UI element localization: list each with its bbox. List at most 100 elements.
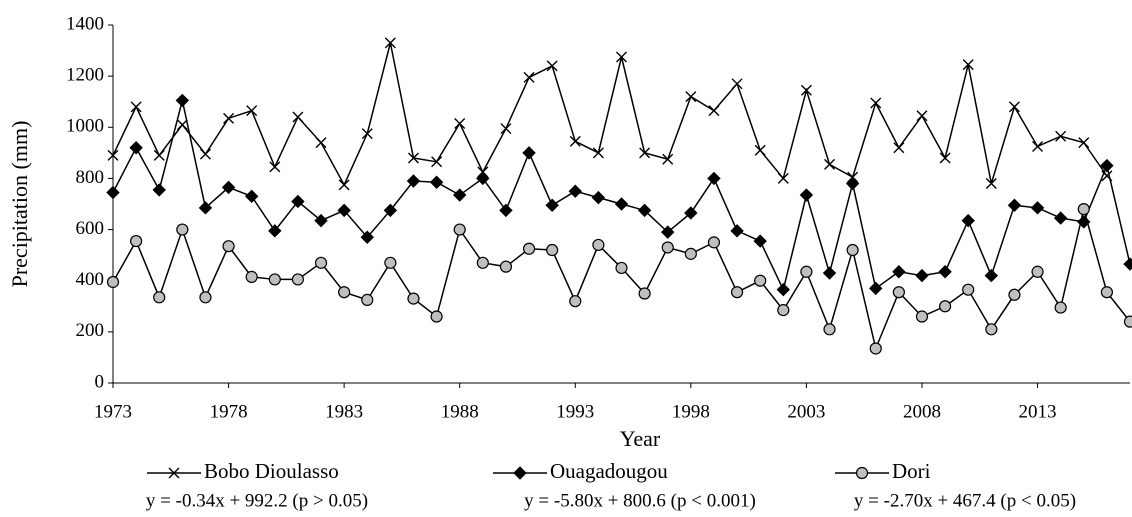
legend-name: Ouagadougou: [550, 459, 668, 483]
data-point: [107, 149, 119, 161]
data-point: [637, 203, 652, 218]
data-point: [360, 230, 374, 244]
data-point: [1055, 130, 1067, 142]
data-point: [822, 266, 837, 280]
legend-marker: [168, 467, 180, 479]
data-point: [269, 161, 281, 173]
trend-equation: y = -5.80x + 800.6 (p < 0.001): [524, 490, 756, 511]
data-point: [1123, 257, 1132, 271]
data-point: [338, 286, 351, 299]
y-tick-label: 600: [76, 218, 105, 239]
data-point: [1078, 137, 1090, 149]
y-tick-label: 1400: [66, 13, 104, 34]
data-point: [915, 268, 929, 283]
data-point: [938, 300, 952, 313]
data-point: [591, 190, 606, 205]
data-point: [1053, 211, 1068, 225]
data-point: [153, 291, 166, 304]
data-point: [130, 101, 142, 113]
y-tick-label: 400: [76, 269, 105, 290]
data-point: [129, 141, 143, 155]
data-point: [1123, 315, 1132, 328]
data-point: [1030, 201, 1045, 215]
data-point: [639, 147, 651, 159]
data-point: [383, 203, 398, 218]
data-point: [268, 273, 281, 286]
data-point: [452, 188, 467, 202]
data-point: [616, 51, 627, 63]
data-point: [384, 256, 397, 269]
data-point: [915, 310, 929, 323]
data-point: [1031, 265, 1044, 278]
data-point: [476, 171, 490, 186]
data-point: [176, 223, 189, 236]
data-point: [730, 286, 744, 299]
legend-name: Dori: [892, 459, 931, 483]
data-point: [523, 71, 535, 83]
data-point: [407, 152, 419, 164]
data-point: [614, 197, 629, 211]
data-point: [545, 198, 559, 212]
data-point: [522, 242, 536, 255]
data-point: [430, 310, 443, 323]
data-point: [961, 213, 975, 228]
data-point: [314, 213, 328, 228]
data-point: [499, 260, 513, 273]
data-point: [892, 265, 906, 279]
data-point: [499, 203, 513, 218]
data-point: [476, 256, 489, 269]
data-point: [1100, 158, 1114, 173]
data-point: [175, 93, 190, 108]
data-point: [985, 178, 997, 190]
x-tick-label: 2013: [1019, 401, 1057, 422]
data-point: [916, 110, 928, 122]
data-point: [893, 142, 905, 154]
data-point: [1032, 140, 1044, 152]
data-point: [407, 292, 420, 305]
data-point: [707, 171, 721, 186]
data-point: [244, 189, 259, 204]
data-point: [662, 153, 674, 165]
data-point: [198, 201, 213, 215]
data-point: [406, 174, 421, 188]
data-point: [753, 234, 767, 248]
data-point: [661, 225, 675, 239]
data-point: [754, 144, 766, 156]
data-point: [869, 342, 882, 355]
y-tick-label: 800: [76, 167, 105, 188]
data-point: [985, 323, 998, 336]
data-point: [846, 243, 859, 257]
data-point: [292, 111, 304, 123]
data-point: [730, 224, 744, 238]
series-line: [112, 208, 1131, 351]
x-tick-label: 1973: [94, 401, 132, 422]
data-point: [338, 179, 350, 191]
data-point: [824, 158, 836, 170]
data-point: [845, 176, 860, 191]
data-point: [754, 274, 767, 287]
data-point: [938, 265, 952, 279]
data-point: [984, 268, 999, 283]
series-line: [112, 42, 1108, 187]
y-tick-label: 1000: [66, 116, 104, 137]
data-point: [707, 236, 721, 249]
x-tick-label: 2008: [903, 401, 941, 422]
data-point: [176, 119, 188, 131]
data-point: [962, 283, 975, 296]
data-point: [431, 156, 443, 168]
data-point: [246, 105, 258, 117]
data-point: [638, 287, 651, 300]
data-point: [962, 59, 974, 71]
data-point: [1077, 203, 1090, 216]
data-point: [869, 281, 883, 296]
data-point: [152, 183, 166, 197]
x-axis-title: Year: [620, 426, 661, 451]
data-point: [546, 60, 558, 72]
y-tick-label: 1200: [66, 65, 104, 86]
x-tick-label: 1993: [556, 401, 594, 422]
data-point: [546, 243, 559, 257]
data-point: [776, 282, 791, 297]
data-point: [569, 295, 582, 308]
trend-equation: y = -2.70x + 467.4 (p < 0.05): [854, 490, 1076, 511]
